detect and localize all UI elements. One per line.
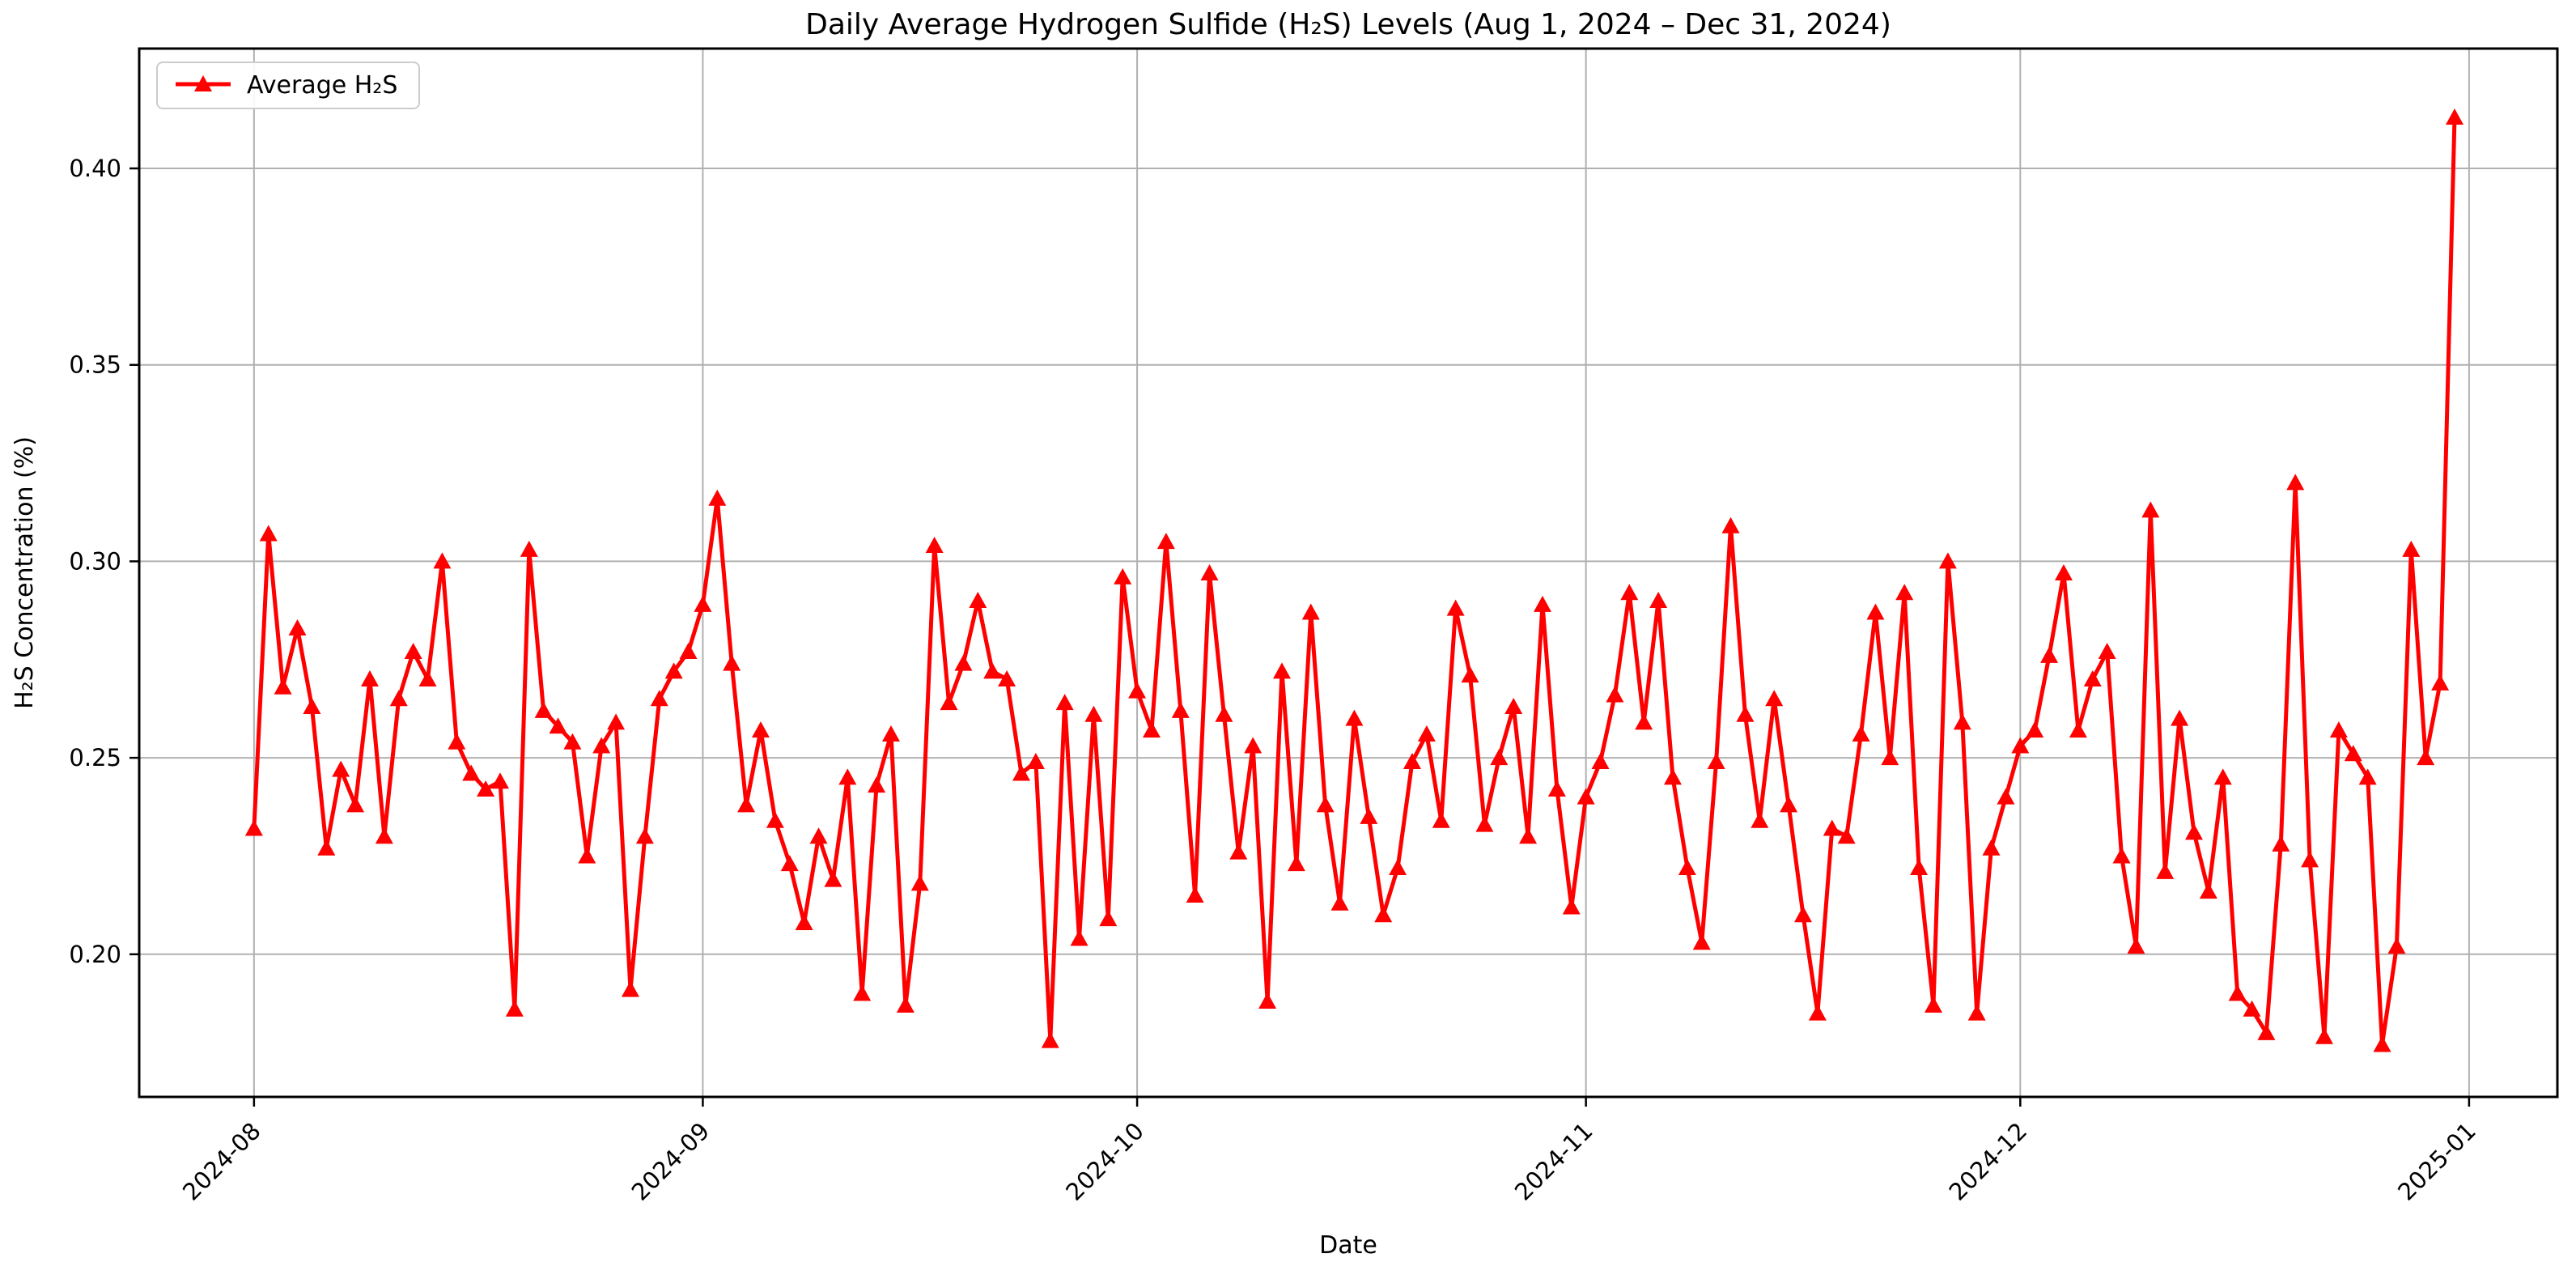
axes-spines: [138, 47, 2559, 1099]
legend-label: Average H₂S: [247, 71, 398, 100]
h2s-series-line: [252, 117, 2457, 1047]
y-axis-label: H₂S Concentration (%): [11, 436, 39, 709]
legend-line-marker-icon: [174, 72, 232, 100]
legend: Average H₂S: [156, 62, 421, 109]
tick-marks: [129, 167, 2471, 1107]
y-tick-label: 0.40: [69, 155, 121, 182]
x-tick-label: 2024-11: [1509, 1117, 1598, 1206]
x-axis-label: Date: [1319, 1231, 1377, 1260]
y-tick-label: 0.25: [69, 744, 121, 771]
gridlines: [139, 49, 2557, 1097]
chart-title: Daily Average Hydrogen Sulfide (H₂S) Lev…: [805, 8, 1891, 41]
y-tick-label: 0.30: [69, 547, 121, 575]
x-tick-label: 2025-01: [2392, 1117, 2481, 1206]
y-tick-label: 0.35: [69, 351, 121, 379]
x-tick-label: 2024-08: [177, 1117, 266, 1206]
x-tick-label: 2024-10: [1060, 1117, 1149, 1206]
x-tick-label: 2024-12: [1944, 1117, 2033, 1206]
y-tick-label: 0.20: [69, 941, 121, 968]
x-tick-label: 2024-09: [626, 1117, 715, 1206]
h2s-series-markers: [244, 108, 2464, 1052]
